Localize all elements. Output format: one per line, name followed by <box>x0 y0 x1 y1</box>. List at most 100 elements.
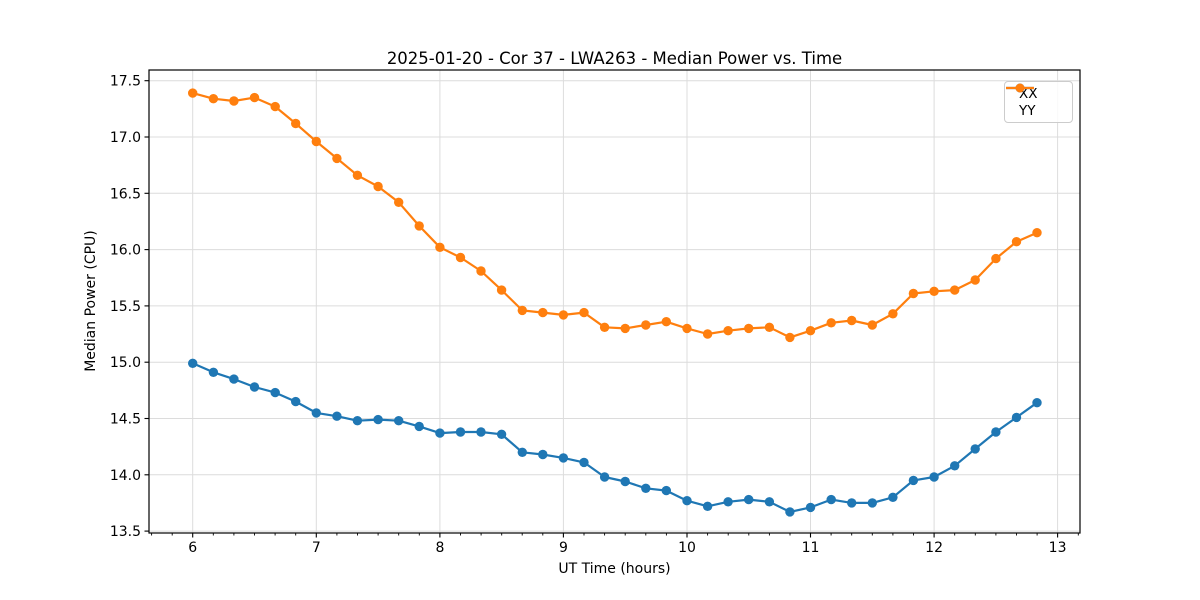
series-marker-xx <box>414 421 424 432</box>
series-layer <box>188 88 1042 517</box>
series-marker-xx <box>661 485 671 496</box>
series-marker-xx <box>394 416 404 426</box>
series-marker-xx <box>764 497 775 507</box>
x-axis-label: UT Time (hours) <box>558 561 670 577</box>
series-marker-yy <box>208 94 219 104</box>
series-marker-xx <box>702 501 713 511</box>
series-marker-xx <box>1011 412 1022 423</box>
y-axis-label: Median Power (CPU) <box>83 230 99 372</box>
series-marker-yy <box>599 322 610 332</box>
series-marker-yy <box>867 320 877 330</box>
series-marker-yy <box>805 326 816 336</box>
series-marker-xx <box>455 427 466 437</box>
series-marker-xx <box>352 416 363 426</box>
plot-border <box>148 69 1081 534</box>
series-marker-xx <box>867 498 877 508</box>
series-marker-yy <box>229 96 239 106</box>
series-marker-xx <box>970 444 980 454</box>
series-marker-xx <box>929 472 939 482</box>
series-marker-xx <box>826 494 836 505</box>
series-marker-xx <box>538 449 548 460</box>
series-marker-xx <box>599 472 610 482</box>
grid-layer <box>149 70 1080 533</box>
series-marker-yy <box>744 323 754 334</box>
series-marker-yy <box>373 181 383 192</box>
series-marker-yy <box>661 317 671 327</box>
x-tick-label: 9 <box>559 540 568 556</box>
series-marker-xx <box>476 427 486 437</box>
series-marker-yy <box>764 322 775 332</box>
axes-layer: 6 7 8 9 10 11 12 13 13.5 14.0 14.5 15.0 15.5 16.0 16.5… <box>110 69 1081 556</box>
series-marker-yy <box>291 118 301 129</box>
series-marker-xx <box>888 492 898 502</box>
series-marker-yy <box>579 307 589 318</box>
series-marker-xx <box>249 382 260 392</box>
legend-label-yy: YY <box>1019 102 1036 119</box>
series-marker-yy <box>455 252 466 263</box>
y-tick-label: 13.5 <box>110 524 141 540</box>
series-marker-yy <box>888 309 898 319</box>
series-marker-xx <box>744 494 754 505</box>
series-marker-xx <box>373 414 383 425</box>
series-marker-xx <box>785 507 795 517</box>
series-marker-xx <box>188 358 198 368</box>
series-marker-yy <box>1032 228 1042 238</box>
y-tick-label: 17.0 <box>110 130 141 146</box>
series-marker-yy <box>723 326 733 336</box>
y-tick-label: 14.5 <box>110 412 141 428</box>
series-line-yy <box>191 92 1039 339</box>
series-marker-xx <box>1032 398 1042 408</box>
series-marker-xx <box>620 476 630 487</box>
series-marker-yy <box>991 253 1001 264</box>
series-marker-yy <box>847 315 857 326</box>
series-marker-yy <box>970 275 980 285</box>
series-marker-yy <box>620 323 630 334</box>
series-marker-xx <box>517 447 527 457</box>
series-marker-xx <box>991 427 1001 437</box>
series-marker-yy <box>641 320 651 330</box>
series-marker-yy <box>682 323 692 334</box>
legend: XX YY <box>1004 81 1073 123</box>
series-marker-yy <box>908 288 919 299</box>
series-marker-yy <box>929 286 939 296</box>
series-marker-yy <box>558 310 569 320</box>
series-marker-yy <box>352 170 363 180</box>
series-marker-xx <box>208 367 219 377</box>
series-marker-xx <box>847 498 857 508</box>
chart-title: 2025-01-20 - Cor 37 - LWA263 - Median Po… <box>387 49 842 68</box>
y-tick-label: 14.0 <box>110 468 141 484</box>
series-marker-yy <box>188 88 198 98</box>
series-marker-xx <box>332 411 342 421</box>
series-marker-yy <box>311 136 321 147</box>
series-marker-xx <box>229 374 239 384</box>
series-marker-xx <box>311 408 321 418</box>
series-marker-yy <box>826 318 836 328</box>
series-line-xx <box>191 362 1039 513</box>
y-tick-label: 15.5 <box>110 299 141 315</box>
series-marker-yy <box>950 285 960 295</box>
x-tick-label: 11 <box>802 540 820 556</box>
x-tick-label: 12 <box>925 540 943 556</box>
x-tick-label: 8 <box>435 540 444 556</box>
series-marker-xx <box>908 475 919 486</box>
series-marker-yy <box>785 332 795 343</box>
series-marker-xx <box>291 396 301 407</box>
series-marker-yy <box>414 221 424 231</box>
series-marker-yy <box>435 242 445 252</box>
y-tick-label: 16.0 <box>110 243 141 259</box>
x-tick-label: 13 <box>1049 540 1067 556</box>
series-marker-yy <box>476 266 486 276</box>
series-marker-xx <box>950 461 960 471</box>
series-marker-yy <box>702 329 713 339</box>
series-marker-xx <box>579 457 589 468</box>
series-marker-yy <box>538 307 548 318</box>
series-marker-xx <box>723 497 733 507</box>
x-tick-label: 10 <box>678 540 696 556</box>
line-marker-icon <box>1006 83 1034 93</box>
legend-item-yy: YY <box>1006 83 1065 119</box>
series-marker-xx <box>435 428 445 438</box>
y-tick-label: 17.5 <box>110 74 141 90</box>
x-tick-label: 6 <box>188 540 197 556</box>
